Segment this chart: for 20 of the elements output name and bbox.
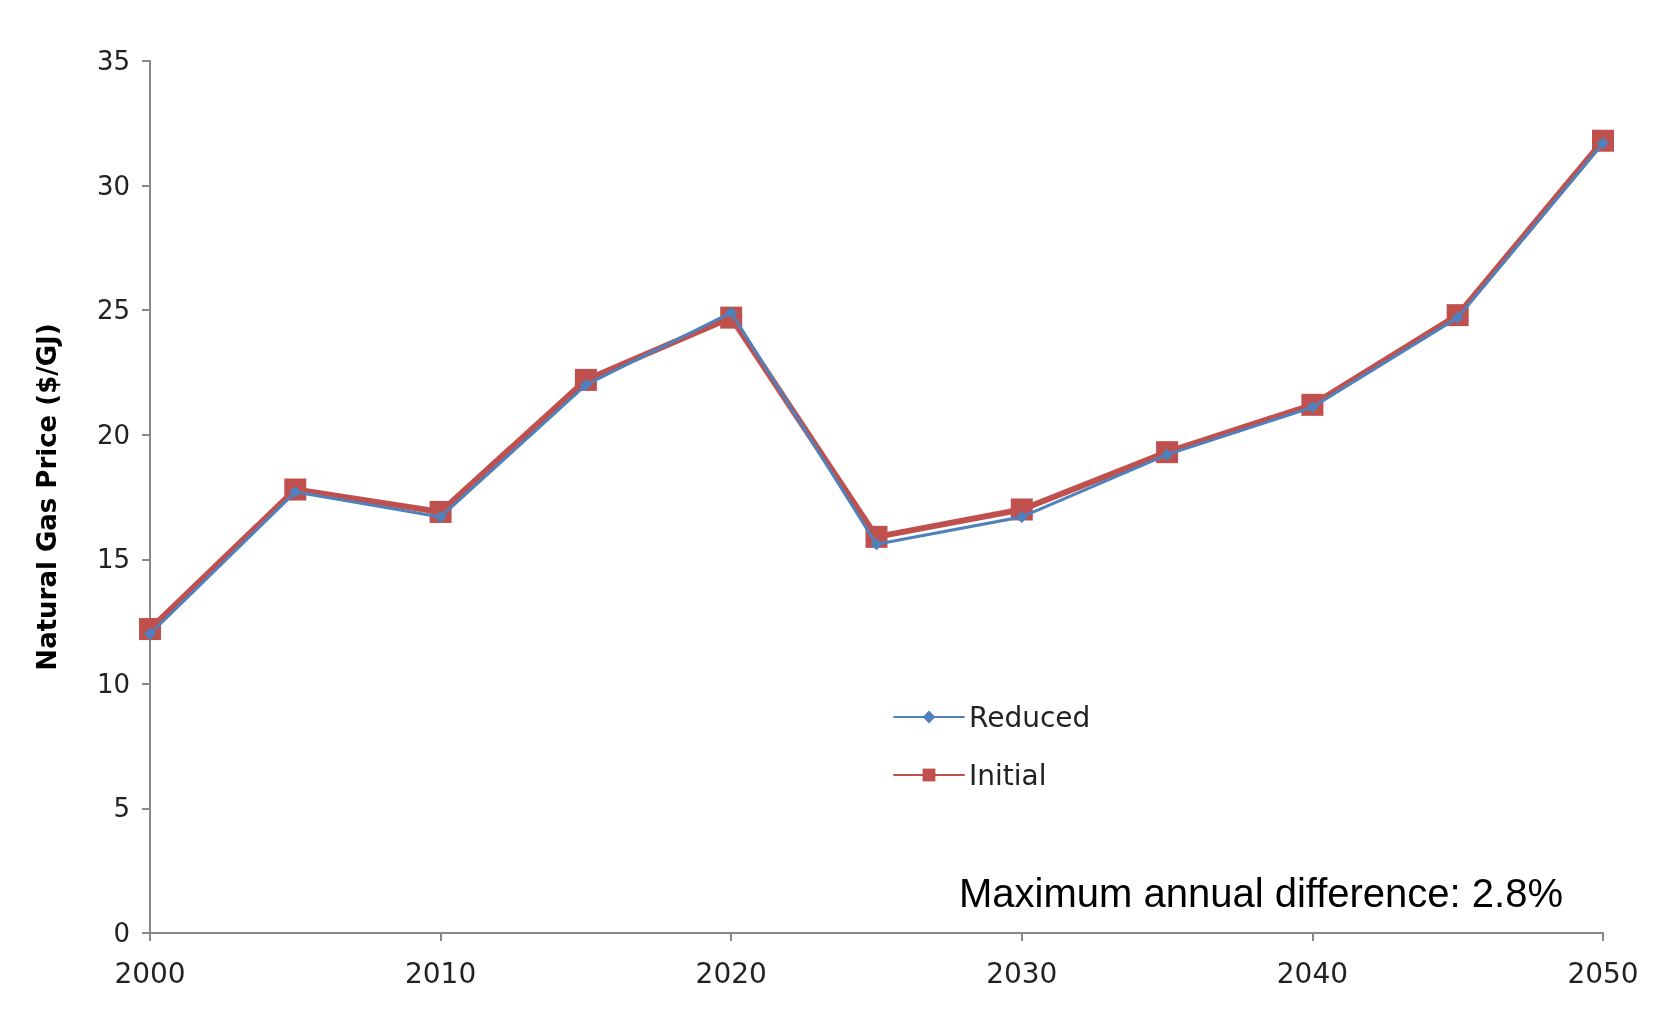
legend-label: Reduced [969, 700, 1091, 734]
point [1015, 510, 1028, 523]
x-tick-label: 2030 [986, 956, 1058, 990]
x-tick-label: 2000 [114, 956, 186, 990]
y-tick-label: 0 [113, 918, 130, 948]
annotation: Maximum annual difference: 2.8% [958, 871, 1564, 915]
y-tick-label: 25 [96, 295, 130, 326]
x-tick-label: 2040 [1276, 956, 1349, 990]
legend-label: Initial [969, 758, 1047, 792]
y-tick-label: 30 [96, 170, 130, 201]
y-tick-label: 35 [96, 46, 130, 76]
point [870, 538, 883, 551]
y-tick-label: 10 [96, 668, 130, 699]
y-tick-label: 20 [96, 419, 130, 450]
y-tick-label: 5 [113, 793, 130, 824]
y-axis-title: Natural Gas Price ($/GJ) [32, 323, 62, 671]
x-tick-label: 2050 [1567, 956, 1639, 990]
x-tick-label: 2010 [404, 956, 477, 990]
x-tick-label: 2020 [695, 956, 767, 990]
y-tick-label: 15 [96, 544, 130, 575]
